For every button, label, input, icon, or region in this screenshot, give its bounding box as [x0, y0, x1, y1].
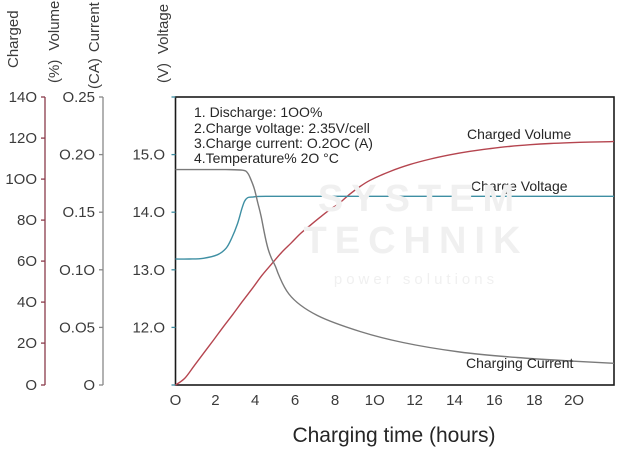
- svg-text:SYSTEM: SYSTEM: [318, 178, 522, 220]
- svg-text:(V) Voltage: (V) Voltage: [155, 4, 172, 83]
- svg-text:Charging Current: Charging Current: [466, 355, 573, 371]
- svg-text:8: 8: [331, 392, 339, 409]
- svg-text:14.O: 14.O: [132, 204, 165, 221]
- svg-text:O.15: O.15: [62, 204, 95, 221]
- svg-text:6: 6: [291, 392, 299, 409]
- svg-text:8O: 8O: [17, 212, 37, 229]
- svg-text:O.25: O.25: [62, 89, 95, 106]
- svg-text:4.Temperature% 2O °C: 4.Temperature% 2O °C: [194, 150, 339, 166]
- svg-text:14O: 14O: [9, 89, 37, 106]
- svg-text:O: O: [25, 377, 37, 394]
- svg-text:18: 18: [526, 392, 543, 409]
- svg-text:Charging time (hours): Charging time (hours): [292, 424, 495, 447]
- svg-text:4: 4: [251, 392, 259, 409]
- svg-text:power solutions: power solutions: [334, 271, 498, 288]
- svg-text:O.1O: O.1O: [59, 262, 95, 279]
- svg-text:6O: 6O: [17, 253, 37, 270]
- svg-text:1OO: 1OO: [5, 171, 37, 188]
- svg-text:Charged Volume: Charged Volume: [467, 126, 572, 142]
- svg-text:16: 16: [486, 392, 503, 409]
- svg-text:(CA) Current: (CA) Current: [86, 1, 103, 89]
- svg-text:O.2O: O.2O: [59, 147, 95, 164]
- svg-text:1. Discharge: 1OO%: 1. Discharge: 1OO%: [194, 104, 322, 120]
- svg-text:2: 2: [211, 392, 219, 409]
- svg-text:2O: 2O: [17, 335, 37, 352]
- svg-text:15.O: 15.O: [132, 147, 165, 164]
- svg-text:TECHNIK: TECHNIK: [304, 220, 529, 262]
- svg-text:4O: 4O: [17, 294, 37, 311]
- svg-text:(%) Volume: (%) Volume: [46, 1, 63, 83]
- svg-text:2.Charge voltage: 2.35V/cell: 2.Charge voltage: 2.35V/cell: [194, 120, 370, 136]
- svg-text:12: 12: [406, 392, 423, 409]
- svg-text:12O: 12O: [9, 130, 37, 147]
- svg-text:2O: 2O: [564, 392, 584, 409]
- svg-text:1O: 1O: [365, 392, 385, 409]
- svg-text:O.O5: O.O5: [59, 319, 95, 336]
- svg-text:3.Charge current: O.2OC (A): 3.Charge current: O.2OC (A): [194, 135, 373, 151]
- svg-text:Charged: Charged: [5, 10, 22, 68]
- svg-text:14: 14: [446, 392, 463, 409]
- svg-text:O: O: [83, 377, 95, 394]
- svg-text:12.O: 12.O: [132, 319, 165, 336]
- svg-text:13.O: 13.O: [132, 262, 165, 279]
- svg-text:O: O: [170, 392, 182, 409]
